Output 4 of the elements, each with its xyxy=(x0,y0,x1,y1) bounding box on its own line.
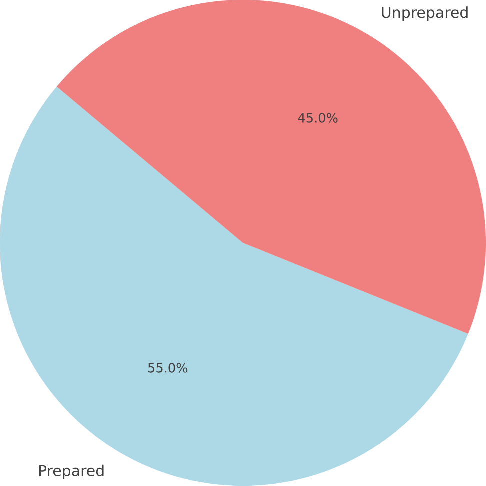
slice-label: Unprepared xyxy=(382,6,468,22)
data-label: 55.0% xyxy=(148,363,188,373)
data-label: 45.0% xyxy=(298,113,338,123)
slice-label: Prepared xyxy=(40,464,104,480)
